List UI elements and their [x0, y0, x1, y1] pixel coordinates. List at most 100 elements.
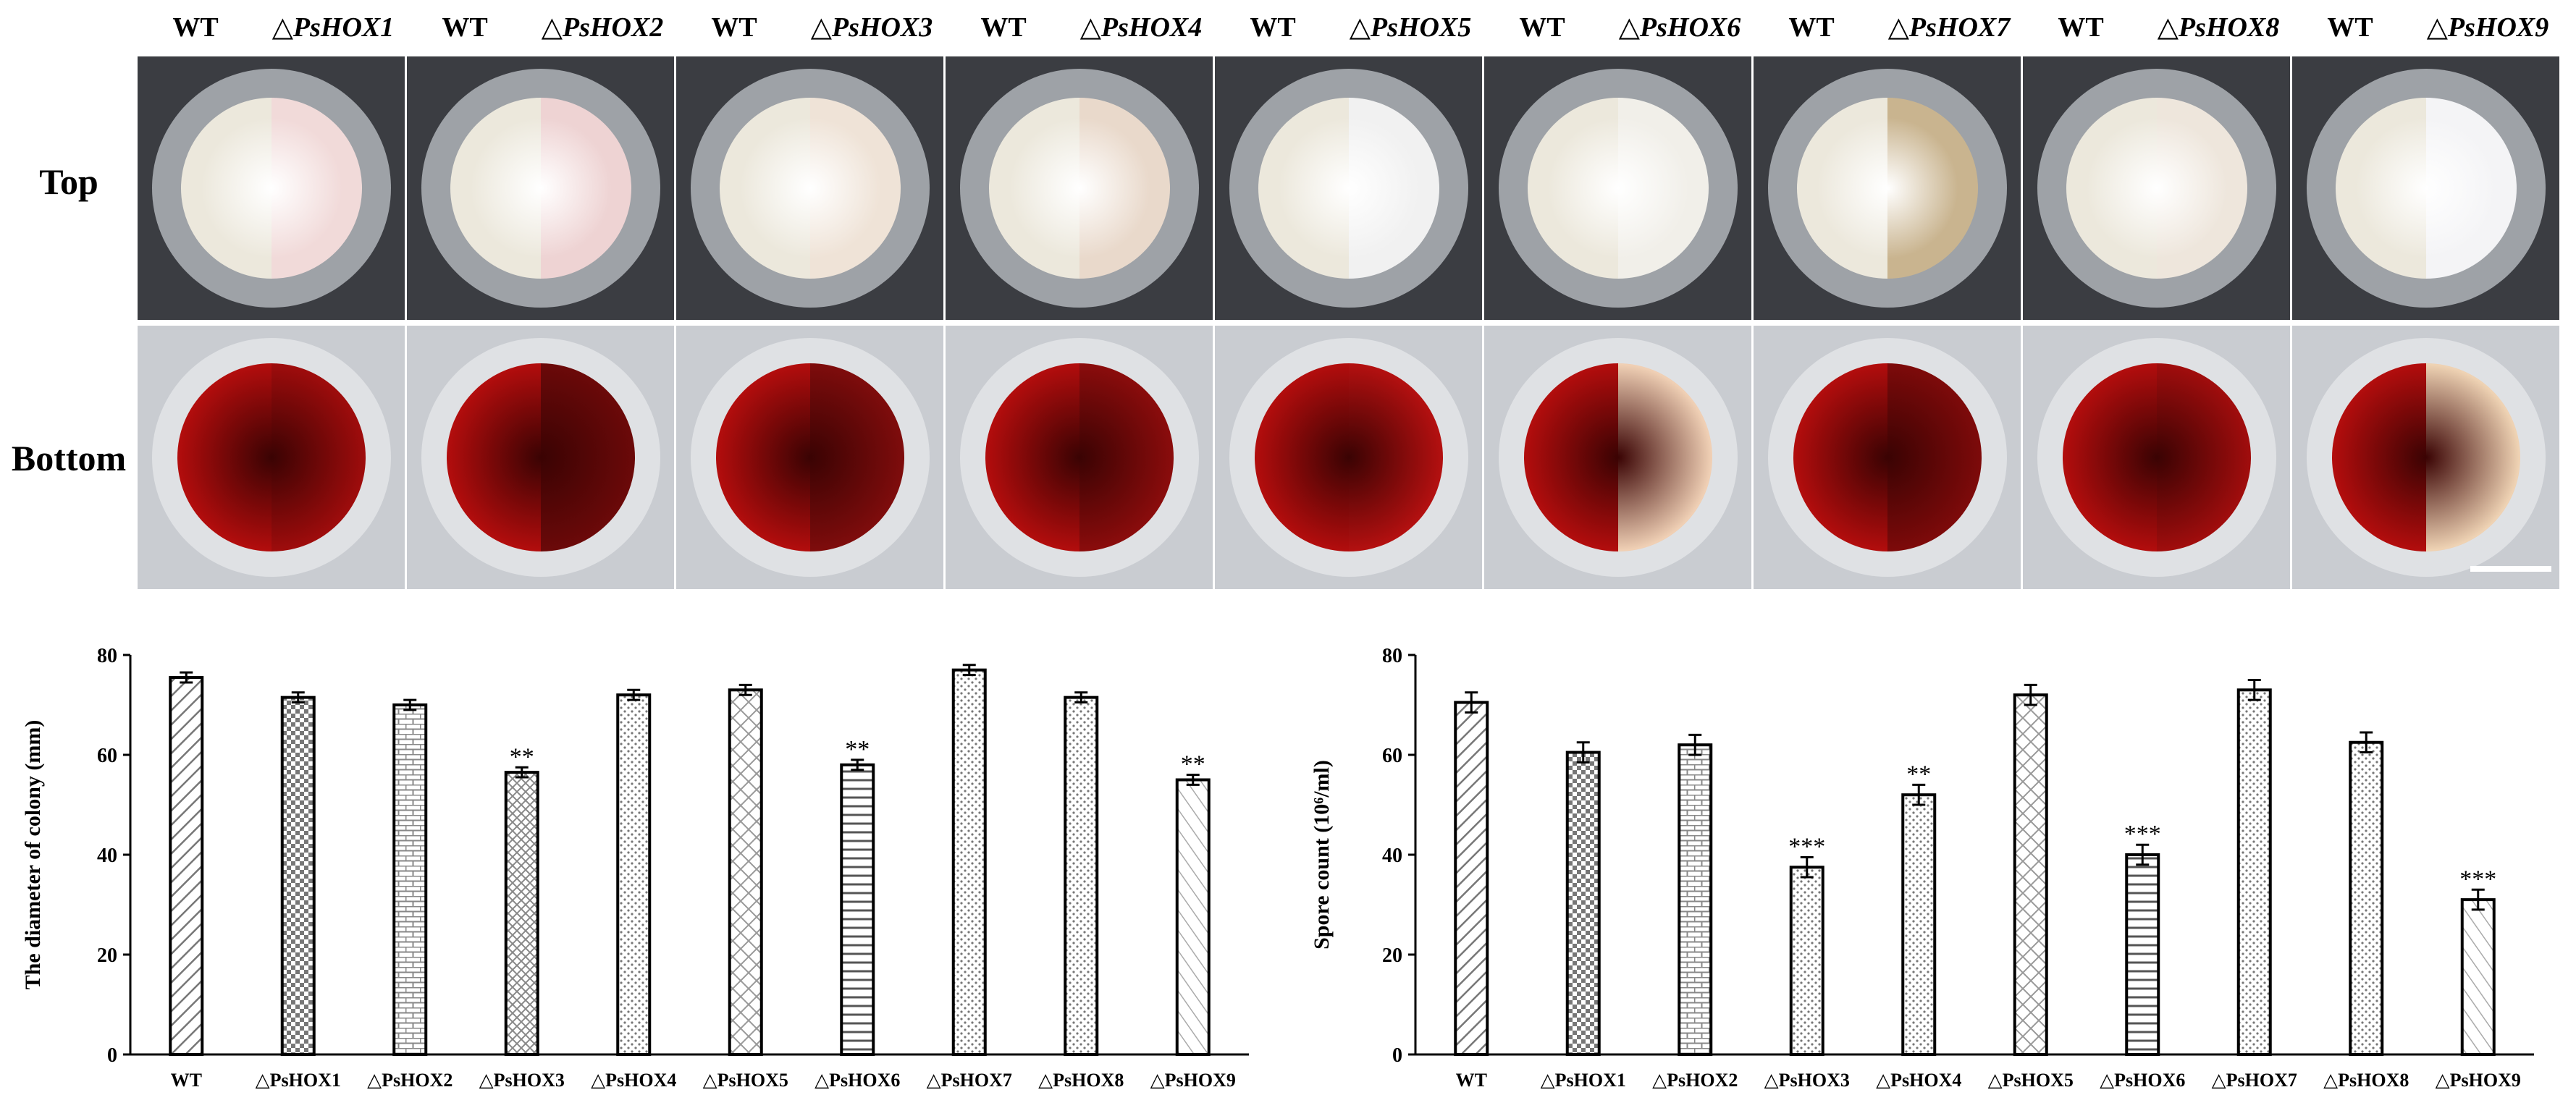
bottom-plate-photo [676, 326, 943, 589]
header-wt-label: WT [711, 12, 757, 43]
mutant-half [540, 326, 675, 589]
header-mutant-label: △PsHOX5 [1349, 12, 1472, 43]
y-tick-label: 80 [97, 645, 117, 667]
mutant-half [1617, 56, 1752, 320]
wt-half [407, 56, 541, 320]
bar [1565, 751, 1601, 1057]
mutant-half [1348, 326, 1483, 589]
header-wt-label: WT [1788, 12, 1835, 43]
wt-half [407, 326, 541, 589]
header-wt-label: WT [1250, 12, 1296, 43]
header-wt-label: WT [2058, 12, 2104, 43]
row-label-bottom: Bottom [11, 438, 127, 478]
scale-bar [2470, 566, 2551, 572]
mutant-half [1887, 326, 2021, 589]
bar [2349, 740, 2384, 1056]
wt-half [676, 56, 810, 320]
header-mutant-label: △PsHOX9 [2426, 12, 2549, 43]
y-tick-label: 20 [97, 944, 117, 967]
x-tick-label: △PsHOX5 [703, 1070, 788, 1091]
bar [1789, 866, 1824, 1056]
bar [2125, 853, 2160, 1056]
x-tick-label: △PsHOX8 [1038, 1070, 1124, 1091]
bottom-plate-photo [1484, 326, 1751, 589]
significance-marker: *** [2459, 866, 2496, 892]
top-plate-photo [1215, 56, 1482, 320]
bar [2236, 688, 2272, 1057]
bar [2460, 898, 2496, 1056]
y-axis-label: Spore count (10⁶/ml) [1310, 760, 1334, 950]
x-tick-label: △PsHOX2 [1652, 1070, 1738, 1091]
bar [616, 693, 652, 1056]
mutant-half [809, 326, 944, 589]
top-plate-photo [676, 56, 943, 320]
significance-marker: ** [1181, 751, 1205, 778]
mutant-half [271, 326, 405, 589]
x-tick-label: △PsHOX4 [591, 1070, 676, 1091]
x-tick-label: △PsHOX3 [479, 1070, 565, 1091]
mutant-half [1887, 56, 2021, 320]
y-tick-label: 60 [1382, 745, 1402, 767]
y-axis-label: The diameter of colony (mm) [21, 720, 45, 990]
bottom-plate-photo [946, 326, 1213, 589]
bar [1901, 793, 1937, 1056]
wt-half [138, 326, 272, 589]
top-plate-photo [2023, 56, 2290, 320]
wt-half [2023, 56, 2157, 320]
header-mutant-label: △PsHOX2 [541, 12, 664, 43]
mutant-half [2425, 326, 2560, 589]
top-plate-photo [1754, 56, 2021, 320]
top-plate-photo [946, 56, 1213, 320]
header-mutant-label: △PsHOX3 [810, 12, 933, 43]
y-tick-label: 20 [1382, 944, 1402, 967]
mutant-half [540, 56, 675, 320]
header-wt-label: WT [172, 12, 219, 43]
spore-count-chart: Spore count (10⁶/ml) 0 20 40 60 80 WT △PsHOX1 △P… [1310, 645, 2534, 1091]
x-tick-label: △PsHOX4 [1876, 1070, 1961, 1091]
header-mutant-label: △PsHOX7 [1887, 12, 2011, 43]
y-tick-label: 40 [1382, 845, 1402, 867]
header-wt-label: WT [1519, 12, 1565, 43]
bar [504, 771, 539, 1056]
bottom-plate-photo [2292, 326, 2559, 589]
header-mutant-label: △PsHOX4 [1079, 12, 1203, 43]
x-tick-label: △PsHOX3 [1764, 1070, 1850, 1091]
bottom-plate-photo [138, 326, 405, 589]
x-tick-label: △PsHOX5 [1988, 1070, 2074, 1091]
x-tick-label: WT [171, 1070, 202, 1091]
plate-photo-grid [138, 56, 2576, 592]
wt-half [1484, 56, 1618, 320]
wt-half [1754, 56, 1887, 320]
x-tick-label: △PsHOX9 [2436, 1070, 2521, 1091]
x-tick-label: △PsHOX7 [927, 1070, 1012, 1091]
x-tick-label: △PsHOX1 [256, 1070, 341, 1091]
significance-marker: *** [2124, 821, 2161, 847]
bar [1454, 701, 1489, 1057]
header-wt-label: WT [980, 12, 1027, 43]
mutant-half [2156, 326, 2291, 589]
wt-half [2023, 326, 2157, 589]
row-label-top: Top [39, 161, 98, 202]
significance-marker: *** [1788, 833, 1825, 860]
mutant-half [271, 56, 405, 320]
bar-charts: The diameter of colony (mm) 0 20 40 60 80 WT △P… [21, 645, 2534, 1091]
bottom-plate-photo [1215, 326, 1482, 589]
mutant-half [1617, 326, 1752, 589]
significance-marker: ** [510, 743, 534, 770]
wt-half [1215, 56, 1349, 320]
mutant-half [1348, 56, 1483, 320]
header-mutant-label: △PsHOX1 [272, 12, 395, 43]
y-tick-label: 60 [97, 745, 117, 767]
x-tick-label: △PsHOX9 [1150, 1070, 1236, 1091]
y-tick-label: 40 [97, 845, 117, 867]
y-tick-label: 80 [1382, 645, 1402, 667]
bar [280, 696, 316, 1057]
x-tick-label: △PsHOX6 [815, 1070, 900, 1091]
bar [951, 668, 987, 1056]
bar [169, 676, 204, 1057]
bottom-plate-photo [2023, 326, 2290, 589]
wt-half [2292, 326, 2426, 589]
header-mutant-label: △PsHOX6 [1618, 12, 1741, 43]
significance-marker: ** [845, 736, 870, 763]
wt-half [1215, 326, 1349, 589]
